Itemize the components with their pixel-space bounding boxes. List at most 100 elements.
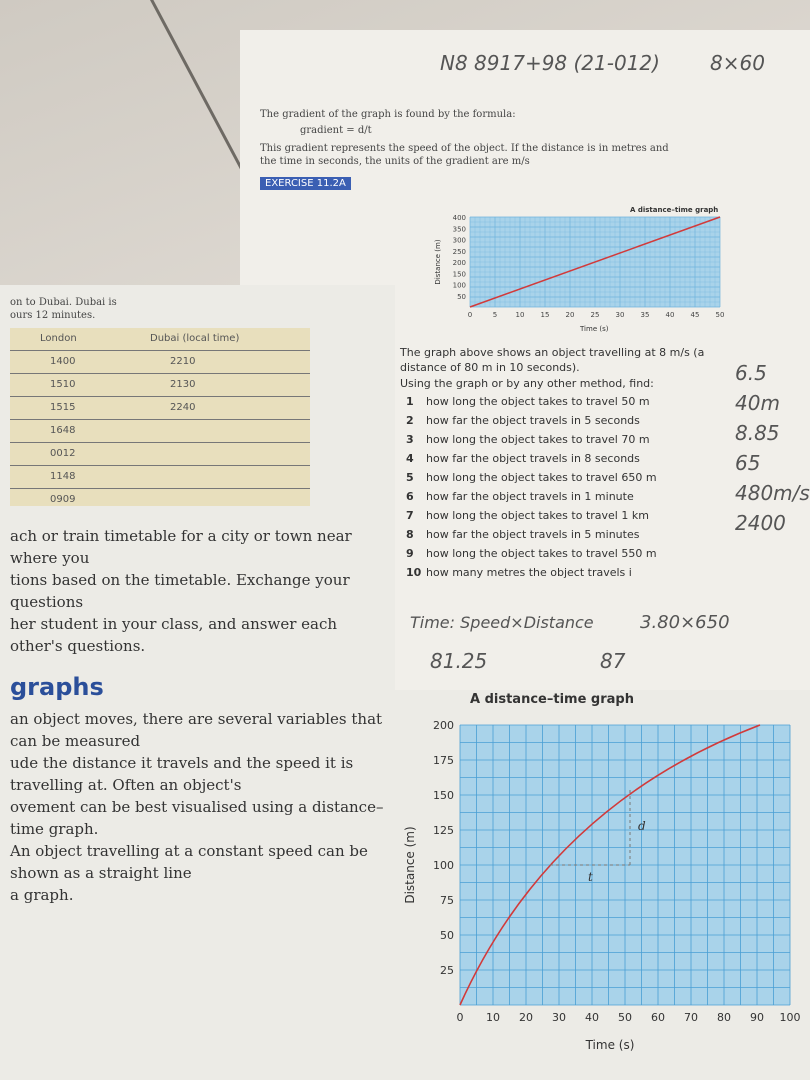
x-tick-label: 45 bbox=[691, 311, 700, 319]
text-line: An object travelling at a constant speed… bbox=[10, 842, 368, 882]
timetable-row: 0012 bbox=[10, 442, 310, 465]
question-text: how many metres the object travels i bbox=[426, 566, 632, 579]
question-item: 2 how far the object travels in 5 seconds bbox=[406, 411, 720, 430]
timetable-row: 1510 2130 bbox=[10, 373, 310, 396]
handwriting: 6.5 bbox=[735, 361, 767, 385]
x-tick-label: 15 bbox=[541, 311, 550, 319]
dubai-time: 2240 bbox=[170, 402, 196, 413]
handwriting-top: N8 8917+98 (21-012) bbox=[440, 51, 660, 75]
left-x-axis-label: Time (s) bbox=[585, 1038, 635, 1052]
x-tick-label: 100 bbox=[780, 1011, 801, 1024]
intro-line-3: the time in seconds, the units of the gr… bbox=[260, 156, 530, 167]
y-tick-label: 300 bbox=[453, 237, 466, 245]
timetable-row: 1648 bbox=[10, 419, 310, 442]
activity-paragraph: ach or train timetable for a city or tow… bbox=[10, 525, 390, 657]
x-tick-label: 40 bbox=[585, 1011, 599, 1024]
london-time: 0909 bbox=[50, 494, 76, 505]
x-axis-label: Time (s) bbox=[579, 325, 609, 333]
timetable-row: 1400 2210 bbox=[10, 350, 310, 373]
question-number: 8 bbox=[406, 528, 414, 541]
graph-title: A distance–time graph bbox=[630, 206, 718, 214]
question-text: how long the object takes to travel 70 m bbox=[426, 433, 650, 446]
handwriting: 2400 bbox=[735, 511, 786, 535]
x-tick-label: 40 bbox=[666, 311, 675, 319]
x-tick-label: 50 bbox=[716, 311, 725, 319]
timetable-intro-line: on to Dubai. Dubai is bbox=[10, 297, 117, 308]
y-tick-label: 350 bbox=[453, 225, 466, 233]
text-line: an object moves, there are several varia… bbox=[10, 710, 383, 750]
timetable-intro: on to Dubai. Dubai is ours 12 minutes. bbox=[10, 296, 117, 322]
question-item: 7 how long the object takes to travel 1 k… bbox=[406, 506, 720, 525]
question-text: how far the object travels in 8 seconds bbox=[426, 452, 640, 465]
text-line: ude the distance it travels and the spee… bbox=[10, 754, 354, 794]
x-tick-label: 35 bbox=[641, 311, 650, 319]
x-tick-label: 50 bbox=[618, 1011, 632, 1024]
distance-curve bbox=[459, 724, 761, 1006]
intro-line-1: The gradient of the graph is found by th… bbox=[260, 109, 516, 120]
question-text: how long the object takes to travel 650 … bbox=[426, 471, 657, 484]
question-text: how far the object travels in 5 minutes bbox=[426, 528, 640, 541]
handwriting: 65 bbox=[735, 451, 761, 475]
text-line: ach or train timetable for a city or tow… bbox=[10, 527, 352, 567]
question-item: 4 how far the object travels in 8 seconds bbox=[406, 449, 720, 468]
x-tick-label: 0 bbox=[457, 1011, 464, 1024]
handwriting: 8.85 bbox=[735, 421, 780, 445]
x-tick-label: 80 bbox=[717, 1011, 731, 1024]
handwriting: 87 bbox=[600, 649, 626, 673]
question-number: 6 bbox=[406, 490, 414, 503]
question-number: 7 bbox=[406, 509, 414, 522]
right-page-intro: The gradient of the graph is found by th… bbox=[260, 108, 669, 191]
text-line: tions based on the timetable. Exchange y… bbox=[10, 571, 350, 611]
left-y-axis-label: Distance (m) bbox=[403, 826, 417, 903]
y-tick-label: 250 bbox=[453, 248, 466, 256]
y-tick-label: 125 bbox=[433, 824, 454, 837]
x-tick-label: 30 bbox=[616, 311, 625, 319]
t-label: t bbox=[588, 870, 593, 884]
text-line: a graph. bbox=[10, 886, 74, 904]
london-time: 1148 bbox=[50, 471, 76, 482]
col-london: London bbox=[40, 333, 77, 344]
section-heading: graphs bbox=[10, 673, 104, 701]
timetable-row: 1515 2240 bbox=[10, 396, 310, 419]
right-distance-time-graph: 0 5 10 15 20 25 30 35 40 45 50 400 350 300 250 200 150 10… bbox=[434, 206, 725, 333]
question-number: 9 bbox=[406, 547, 414, 560]
question-item: 1 how long the object takes to travel 50 … bbox=[406, 392, 720, 411]
london-time: 1510 bbox=[50, 379, 76, 390]
dubai-time: 2210 bbox=[170, 356, 196, 367]
x-tick-label: 20 bbox=[519, 1011, 533, 1024]
y-tick-label: 100 bbox=[453, 282, 466, 290]
handwriting: 81.25 bbox=[430, 649, 488, 673]
d-label: d bbox=[638, 819, 646, 833]
exercise-questions: The graph above shows an object travelli… bbox=[400, 345, 720, 582]
y-tick-label: 50 bbox=[440, 929, 454, 942]
question-text: how long the object takes to travel 50 m bbox=[426, 395, 650, 408]
intro-line-2: This gradient represents the speed of th… bbox=[260, 143, 669, 154]
x-tick-label: 10 bbox=[486, 1011, 500, 1024]
timetable-row: 1148 bbox=[10, 465, 310, 488]
question-lead: Using the graph or by any other method, … bbox=[400, 377, 654, 390]
handwriting: 480m/s bbox=[735, 481, 810, 505]
y-tick-label: 150 bbox=[453, 270, 466, 278]
question-number: 3 bbox=[406, 433, 414, 446]
x-tick-label: 70 bbox=[684, 1011, 698, 1024]
x-tick-label: 60 bbox=[651, 1011, 665, 1024]
left-distance-time-graph: d t 200 175 150 125 100 75 50 25 0 10 20 30 40 50 60 70… bbox=[403, 719, 801, 1052]
london-time: 1400 bbox=[50, 356, 76, 367]
question-item: 3 how long the object takes to travel 70 … bbox=[406, 430, 720, 449]
question-number: 4 bbox=[406, 452, 414, 465]
question-text: how long the object takes to travel 550 … bbox=[426, 547, 657, 560]
question-number: 2 bbox=[406, 414, 414, 427]
london-time: 1515 bbox=[50, 402, 76, 413]
formula: gradient = d/t bbox=[300, 125, 372, 136]
text-line: ovement can be best visualised using a d… bbox=[10, 798, 384, 838]
y-tick-label: 50 bbox=[457, 293, 466, 301]
col-dubai: Dubai (local time) bbox=[150, 333, 240, 344]
question-number: 10 bbox=[406, 566, 422, 579]
distance-line bbox=[469, 216, 721, 308]
y-tick-label: 400 bbox=[453, 214, 466, 222]
question-intro: The graph above shows an object travelli… bbox=[400, 346, 705, 374]
y-tick-label: 25 bbox=[440, 964, 454, 977]
question-item: 6 how far the object travels in 1 minute bbox=[406, 487, 720, 506]
left-graph-title: A distance–time graph bbox=[470, 692, 634, 707]
timetable: London Dubai (local time) 1400 2210 1510 21… bbox=[10, 328, 310, 506]
